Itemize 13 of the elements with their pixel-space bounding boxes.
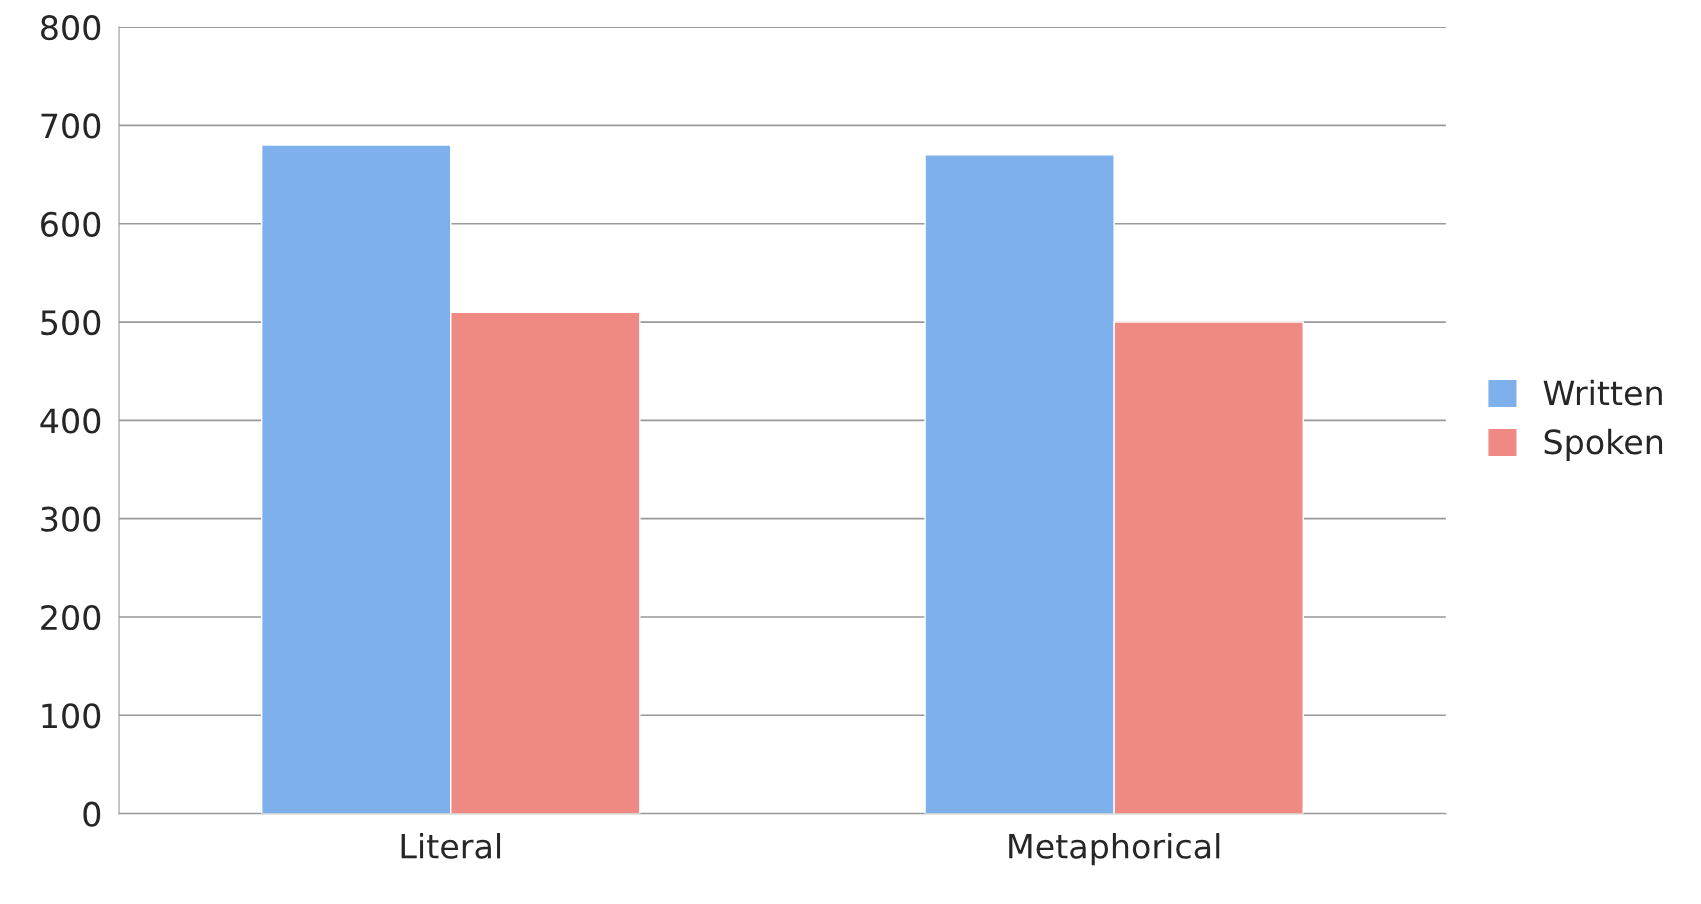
x-tick-label: Metaphorical (1009, 833, 1220, 866)
y-tick-label: 500 (41, 309, 101, 336)
y-tick-label: 300 (41, 506, 101, 532)
y-tick-label: 600 (41, 211, 101, 237)
y-tick-label: 100 (42, 703, 101, 729)
y-tick-label: 0 (83, 801, 101, 827)
legend-label: Written (1543, 379, 1662, 406)
y-tick-label: 700 (41, 113, 101, 139)
y-tick-label: 800 (41, 15, 101, 41)
y-tick-label: 400 (40, 408, 101, 434)
legend-label: Spoken (1544, 428, 1663, 461)
y-tick-label: 200 (41, 604, 101, 631)
x-tick-label: Literal (401, 833, 501, 859)
